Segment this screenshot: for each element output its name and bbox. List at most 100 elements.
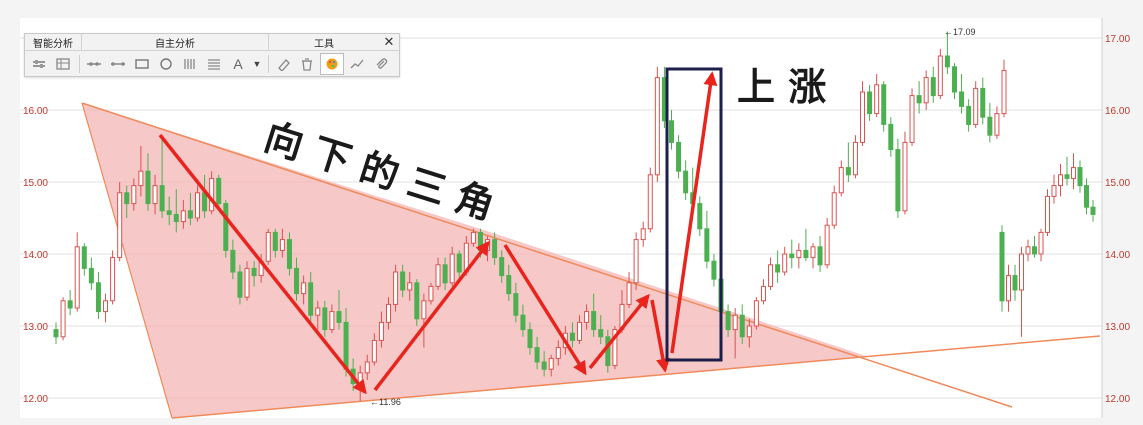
candle-body	[428, 285, 434, 302]
candle-body	[279, 239, 285, 251]
candle-body	[1019, 253, 1024, 291]
horizontal-lines-icon[interactable]	[203, 54, 225, 74]
candle-body	[103, 300, 109, 313]
candle-body	[393, 271, 399, 305]
candle-body	[1090, 206, 1096, 215]
y-tick-label-right: 17.00	[1105, 34, 1130, 45]
candle-body	[145, 170, 151, 205]
candle-body	[937, 55, 943, 97]
candle-body	[1071, 167, 1076, 179]
palette-icon[interactable]	[320, 52, 344, 75]
candle-body	[789, 253, 795, 259]
candle-body	[739, 314, 745, 338]
candle-body	[647, 174, 653, 230]
eraser-icon[interactable]	[272, 54, 294, 74]
trend-arrow	[650, 299, 670, 373]
candle-body	[668, 120, 674, 143]
parallel-lines-icon[interactable]	[179, 54, 201, 74]
candle-body	[470, 231, 476, 244]
candle-body	[746, 325, 752, 338]
candle-body	[697, 203, 703, 230]
candle-body	[591, 311, 597, 331]
candle-layer	[53, 31, 1096, 401]
candle-body	[442, 264, 448, 284]
tab-smart-analysis[interactable]: 智能分析	[25, 34, 82, 50]
tab-tools[interactable]: 工具	[314, 38, 334, 50]
y-tick-label-right: 16.00	[1105, 106, 1130, 117]
candle-body	[867, 91, 873, 115]
candle-body	[1012, 275, 1018, 291]
segment-line-icon[interactable]	[83, 54, 105, 74]
close-button[interactable]: ✕	[383, 34, 395, 49]
candle-body	[371, 339, 377, 363]
y-tick-label-left: 13.00	[23, 322, 48, 333]
tab-custom-analysis[interactable]: 自主分析	[82, 34, 269, 50]
candle-body	[67, 300, 73, 309]
candle-body	[966, 105, 972, 125]
candle-body	[852, 141, 858, 176]
candle-body	[1006, 275, 1011, 302]
candle-body	[944, 55, 950, 68]
trash-icon[interactable]	[296, 54, 318, 74]
ray-line-icon[interactable]	[107, 54, 129, 74]
candle-body	[216, 177, 222, 205]
candle-body	[237, 271, 243, 298]
candle-body	[874, 84, 880, 115]
candle-body	[760, 285, 766, 302]
candle-body	[477, 231, 483, 251]
candle-body	[386, 303, 392, 323]
candle-body	[577, 321, 583, 341]
candle-body	[725, 311, 731, 331]
trend-arrow	[670, 71, 718, 354]
candle-body	[110, 257, 116, 302]
candle-body	[265, 231, 271, 262]
trend-arrow	[373, 240, 490, 392]
candle-body	[980, 87, 986, 118]
candle-body	[902, 141, 908, 212]
candle-body	[152, 185, 158, 205]
candle-body	[315, 307, 321, 316]
candle-body	[930, 77, 936, 97]
toolbar-divider	[268, 54, 269, 73]
candle-body	[492, 239, 498, 259]
breakout-label: 上 涨	[737, 65, 826, 109]
candle-body	[881, 84, 887, 125]
table-icon[interactable]	[52, 54, 74, 74]
y-tick-label-right: 12.00	[1105, 394, 1130, 405]
candle-body	[845, 167, 851, 176]
paperclip-icon[interactable]	[370, 54, 392, 74]
y-tick-label-right: 13.00	[1105, 322, 1130, 333]
candle-body	[598, 329, 604, 338]
candle-body	[923, 77, 929, 104]
trend-line-icon[interactable]	[346, 54, 368, 74]
candle-body	[251, 267, 257, 277]
overlay-layer	[158, 67, 723, 395]
candle-body	[124, 192, 130, 205]
sliders-icon[interactable]	[28, 54, 50, 74]
candle-body	[1045, 195, 1050, 233]
candle-body	[959, 91, 965, 107]
triangle-lower-line	[171, 335, 1101, 419]
candle-body	[753, 300, 759, 327]
trend-arrow	[158, 133, 367, 395]
candle-body	[987, 116, 993, 136]
y-tick-label-right: 14.00	[1105, 250, 1130, 261]
text-tool-icon[interactable]: A	[233, 55, 243, 72]
candle-body	[1064, 174, 1070, 179]
candle-body	[654, 77, 660, 176]
candle-body	[860, 91, 866, 143]
candle-body	[824, 224, 830, 266]
candle-body	[994, 113, 1000, 136]
candle-body	[301, 282, 307, 295]
candle-body	[1025, 246, 1031, 255]
candle-body	[81, 246, 87, 269]
chevron-down-icon[interactable]: ▼	[252, 58, 262, 69]
rectangle-icon[interactable]	[131, 54, 153, 74]
candle-body	[209, 177, 215, 212]
candle-body	[308, 282, 314, 316]
candle-body	[1038, 231, 1044, 255]
candle-body	[1058, 174, 1063, 187]
circle-icon[interactable]	[155, 54, 177, 74]
candle-body	[244, 267, 250, 298]
